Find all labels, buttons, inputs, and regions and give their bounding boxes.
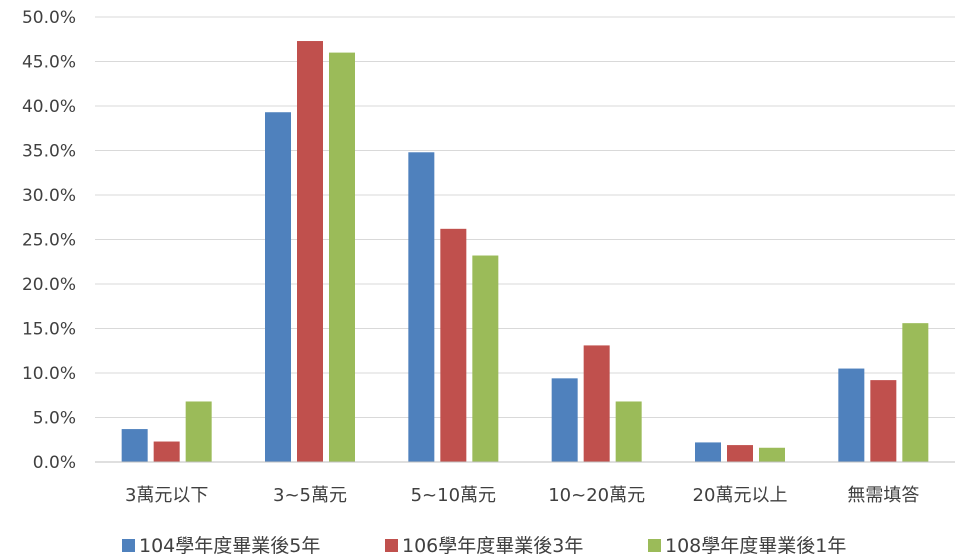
y-tick-label: 30.0%: [22, 186, 76, 206]
bar-2-1: [153, 441, 180, 462]
bar-1-5: [695, 442, 721, 462]
bar-2-4: [583, 345, 610, 462]
legend-swatch: [122, 539, 135, 552]
y-tick-label: 10.0%: [22, 364, 76, 384]
bar-3-6: [902, 323, 929, 462]
bar-1-4: [551, 378, 578, 462]
y-axis-tick-labels: 0.0% 5.0% 10.0% 15.0% 20.0% 25.0% 30.0% 35.0% 40…: [22, 8, 76, 473]
bar-1-2: [265, 112, 291, 462]
bar-1-6: [838, 368, 865, 462]
y-tick-label: 50.0%: [22, 8, 76, 28]
bar-1-3: [408, 152, 435, 462]
y-tick-label: 5.0%: [33, 409, 76, 429]
y-tick-label: 40.0%: [22, 97, 76, 117]
bar-1-1: [121, 429, 148, 462]
x-category-label: 5~10萬元: [411, 485, 496, 506]
x-category-label: 無需填答: [847, 485, 919, 506]
legend-label: 104學年度畢業後5年: [139, 535, 320, 557]
x-category-label: 3~5萬元: [273, 485, 347, 506]
bar-3-3: [472, 255, 499, 462]
bar-3-4: [615, 401, 642, 462]
legend-label: 106學年度畢業後3年: [402, 535, 583, 557]
y-tick-label: 25.0%: [22, 231, 76, 251]
gridlines: [95, 16, 955, 418]
y-tick-label: 0.0%: [33, 453, 76, 473]
x-category-label: 3萬元以下: [125, 485, 208, 506]
y-tick-label: 45.0%: [22, 53, 76, 73]
bar-2-2: [297, 41, 323, 462]
x-axis-category-labels: 3萬元以下 3~5萬元 5~10萬元 10~20萬元 20萬元以上 無需填答: [125, 485, 919, 506]
bar-3-5: [759, 447, 785, 462]
legend: 104學年度畢業後5年 106學年度畢業後3年 108學年度畢業後1年: [122, 535, 846, 557]
x-category-label: 10~20萬元: [548, 485, 645, 506]
legend-label: 108學年度畢業後1年: [665, 535, 846, 557]
bar-3-1: [185, 401, 212, 462]
y-tick-label: 15.0%: [22, 320, 76, 340]
bar-3-2: [329, 52, 355, 462]
bar-2-3: [440, 228, 467, 462]
y-tick-label: 20.0%: [22, 275, 76, 295]
bars: [121, 41, 929, 462]
bar-2-5: [727, 445, 753, 462]
bar-2-6: [870, 380, 897, 462]
x-category-label: 20萬元以上: [693, 485, 788, 506]
y-tick-label: 35.0%: [22, 142, 76, 162]
legend-swatch: [648, 539, 661, 552]
legend-swatch: [385, 539, 398, 552]
